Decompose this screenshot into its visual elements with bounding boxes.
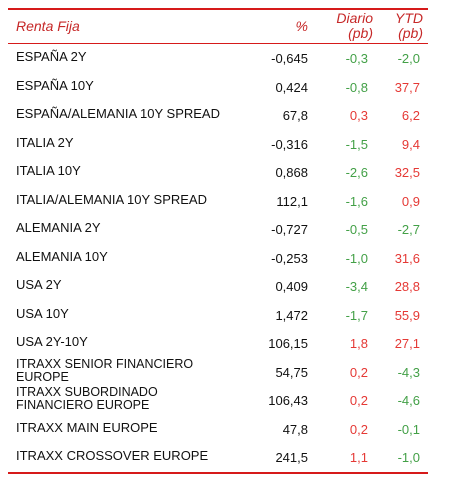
row-daily: -0,5 bbox=[345, 222, 368, 237]
table-row: ESPAÑA 10Y 0,424 -0,8 37,7 bbox=[8, 73, 428, 102]
table-row: USA 10Y 1,472 -1,7 55,9 bbox=[8, 301, 428, 330]
row-name: USA 10Y bbox=[16, 305, 69, 321]
table-header: Renta Fija % Diario (pb) YTD (pb) bbox=[8, 10, 428, 43]
row-daily: -1,6 bbox=[345, 193, 368, 209]
row-ytd: 27,1 bbox=[394, 336, 420, 351]
row-name: ITALIA 2Y bbox=[16, 134, 74, 150]
table-row: ITRAXX CROSSOVER EUROPE 241,5 1,1 -1,0 bbox=[8, 443, 428, 472]
row-ytd: 32,5 bbox=[394, 165, 420, 180]
table-row: USA 2Y-10Y 106,15 1,8 27,1 bbox=[8, 329, 428, 358]
row-ytd: 55,9 bbox=[394, 307, 420, 323]
row-daily: -2,6 bbox=[345, 165, 368, 180]
row-pct: 54,75 bbox=[275, 364, 308, 380]
row-daily: 0,2 bbox=[349, 364, 368, 380]
table-row: ALEMANIA 10Y -0,253 -1,0 31,6 bbox=[8, 244, 428, 273]
row-name: ITRAXX SENIOR FINANCIERO EUROPE bbox=[16, 356, 194, 384]
header-daily-line2: (pb) bbox=[348, 25, 373, 41]
row-daily: 0,2 bbox=[349, 421, 368, 437]
table-row: ESPAÑA 2Y -0,645 -0,3 -2,0 bbox=[8, 44, 428, 73]
row-name: ITALIA 10Y bbox=[16, 163, 81, 178]
table-row: ITRAXX SUBORDINADO FINANCIERO EUROPE 106,… bbox=[8, 386, 428, 415]
table-row: ITALIA/ALEMANIA 10Y SPREAD 112,1 -1,6 0,9 bbox=[8, 187, 428, 216]
row-daily: -3,4 bbox=[345, 279, 368, 294]
row-pct: 47,8 bbox=[282, 421, 308, 437]
row-ytd: -2,7 bbox=[397, 222, 420, 237]
row-pct: -0,645 bbox=[271, 51, 308, 66]
row-pct: 0,409 bbox=[275, 279, 308, 294]
header-ytd-line2: (pb) bbox=[398, 25, 423, 41]
header-label: Renta Fija bbox=[16, 18, 80, 34]
row-name: ITRAXX SUBORDINADO FINANCIERO EUROPE bbox=[16, 385, 158, 412]
row-ytd: 9,4 bbox=[401, 136, 420, 152]
row-name: ESPAÑA/ALEMANIA 10Y SPREAD bbox=[16, 106, 220, 121]
bottom-rule bbox=[8, 472, 428, 474]
table-row: ITALIA 2Y -0,316 -1,5 9,4 bbox=[8, 130, 428, 159]
row-pct: -0,253 bbox=[271, 250, 308, 266]
row-pct: 106,43 bbox=[268, 393, 308, 408]
row-daily: -0,8 bbox=[345, 79, 368, 95]
row-pct: 112,1 bbox=[276, 193, 308, 209]
row-pct: 241,5 bbox=[275, 450, 308, 465]
table-row: ITRAXX MAIN EUROPE 47,8 0,2 -0,1 bbox=[8, 415, 428, 444]
row-pct: 0,868 bbox=[275, 165, 308, 180]
row-name: ALEMANIA 10Y bbox=[16, 248, 108, 264]
row-name: ALEMANIA 2Y bbox=[16, 220, 101, 235]
row-ytd: 31,6 bbox=[394, 250, 420, 266]
table-row: ESPAÑA/ALEMANIA 10Y SPREAD 67,8 0,3 6,2 bbox=[8, 101, 428, 130]
header-ytd-line1: YTD bbox=[395, 10, 423, 26]
table-body: ESPAÑA 2Y -0,645 -0,3 -2,0 ESPAÑA 10Y 0,424 -0… bbox=[8, 44, 428, 472]
row-ytd: -2,0 bbox=[397, 51, 420, 66]
row-name: USA 2Y-10Y bbox=[16, 334, 88, 349]
row-name: ITRAXX CROSSOVER EUROPE bbox=[16, 448, 209, 463]
row-name: ITALIA/ALEMANIA 10Y SPREAD bbox=[16, 191, 207, 207]
table-row: ALEMANIA 2Y -0,727 -0,5 -2,7 bbox=[8, 215, 428, 244]
row-daily: 0,3 bbox=[349, 108, 368, 123]
header-daily-line1: Diario bbox=[336, 10, 373, 26]
row-daily: 1,1 bbox=[349, 450, 368, 465]
row-ytd: -4,6 bbox=[397, 393, 420, 408]
row-pct: 0,424 bbox=[275, 79, 308, 95]
row-name: ESPAÑA 2Y bbox=[16, 49, 87, 64]
table-row: USA 2Y 0,409 -3,4 28,8 bbox=[8, 272, 428, 301]
row-ytd: 6,2 bbox=[401, 108, 420, 123]
header-ytd: YTD (pb) bbox=[380, 11, 423, 41]
row-pct: 67,8 bbox=[282, 108, 308, 123]
row-ytd: 0,9 bbox=[401, 193, 420, 209]
header-daily: Diario (pb) bbox=[318, 11, 373, 41]
row-pct: 1,472 bbox=[275, 307, 308, 323]
row-ytd: 37,7 bbox=[394, 79, 420, 95]
header-rule bbox=[8, 43, 428, 44]
row-daily: -0,3 bbox=[345, 51, 368, 66]
table-row: ITRAXX SENIOR FINANCIERO EUROPE 54,75 0,2 -… bbox=[8, 356, 428, 387]
row-daily: -1,0 bbox=[345, 250, 368, 266]
row-ytd: -0,1 bbox=[397, 421, 420, 437]
row-daily: 0,2 bbox=[349, 393, 368, 408]
row-daily: 1,8 bbox=[349, 336, 368, 351]
row-ytd: -4,3 bbox=[397, 364, 420, 380]
row-ytd: -1,0 bbox=[397, 450, 420, 465]
row-daily: -1,7 bbox=[345, 307, 368, 323]
row-name: USA 2Y bbox=[16, 277, 62, 292]
header-pct: % bbox=[295, 18, 308, 34]
row-pct: 106,15 bbox=[268, 336, 308, 351]
row-name: ITRAXX MAIN EUROPE bbox=[16, 419, 158, 435]
row-daily: -1,5 bbox=[345, 136, 368, 152]
row-pct: -0,727 bbox=[271, 222, 308, 237]
row-name: ESPAÑA 10Y bbox=[16, 77, 94, 93]
row-ytd: 28,8 bbox=[394, 279, 420, 294]
top-rule bbox=[8, 8, 428, 10]
table-row: ITALIA 10Y 0,868 -2,6 32,5 bbox=[8, 158, 428, 187]
row-pct: -0,316 bbox=[271, 136, 308, 152]
